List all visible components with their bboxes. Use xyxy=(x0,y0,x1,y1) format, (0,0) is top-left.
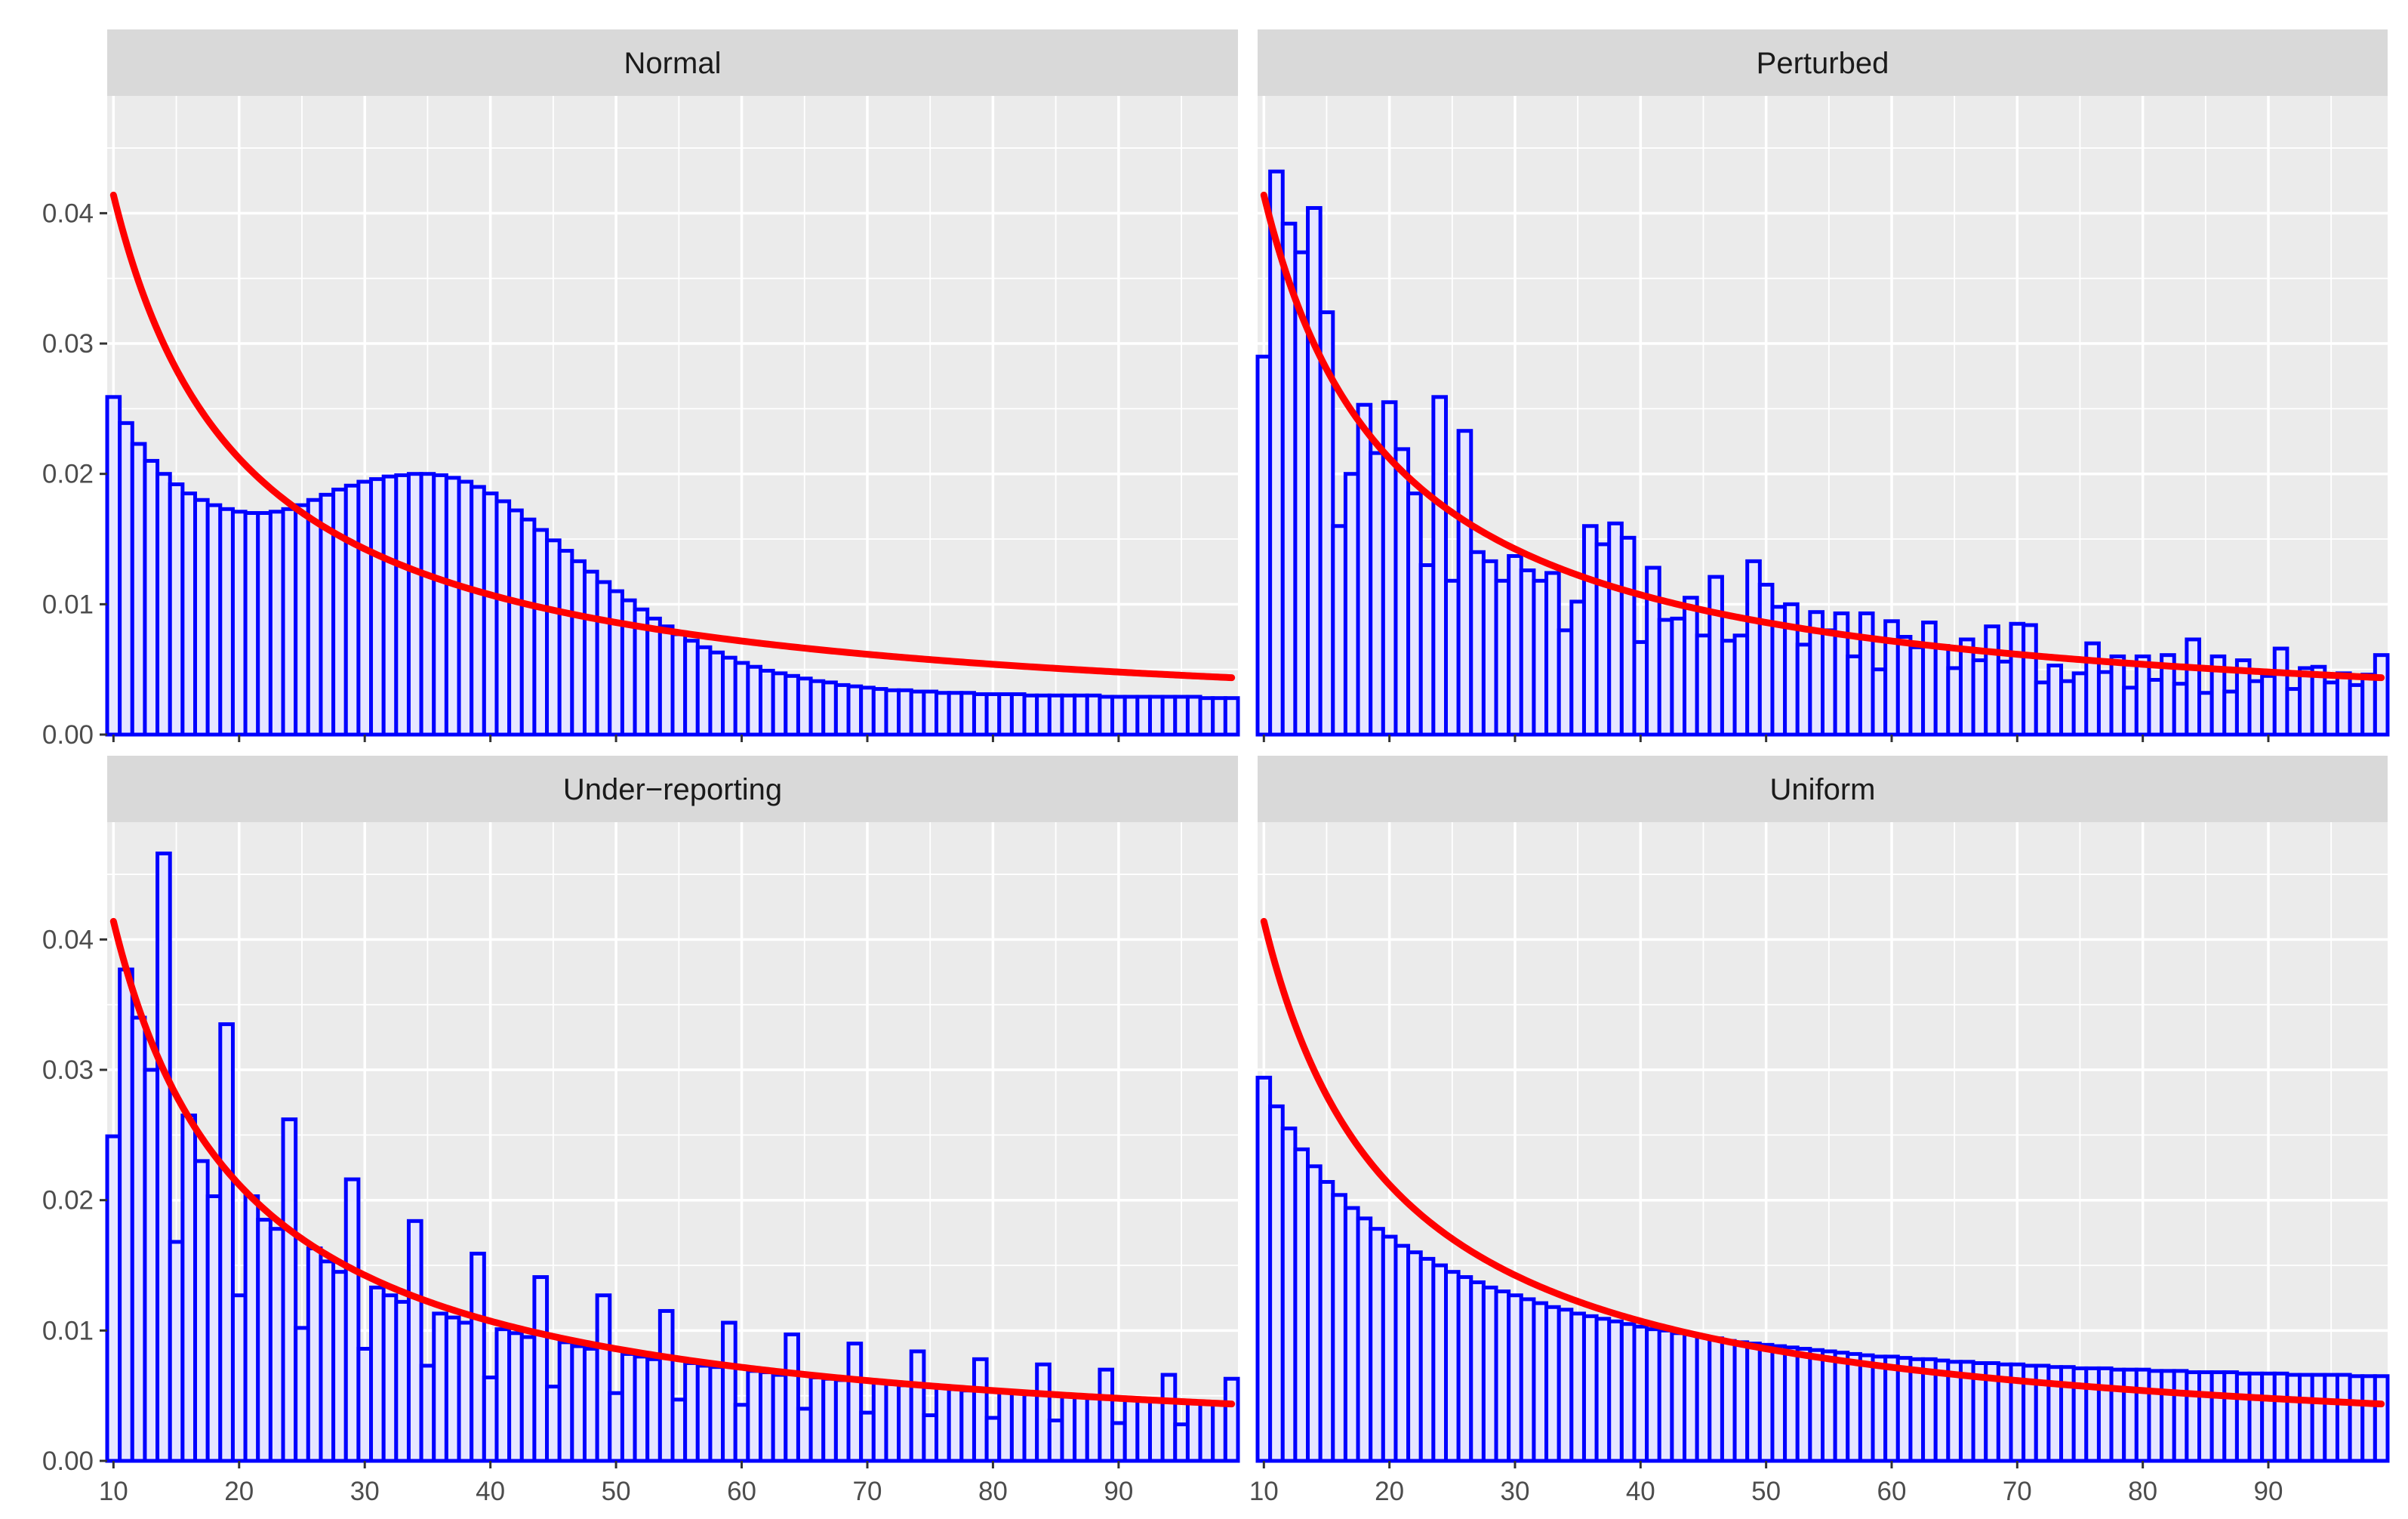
panel-perturbed: Perturbed xyxy=(1255,29,2390,742)
gridlines xyxy=(107,822,1238,1462)
histogram-bar xyxy=(784,1333,800,1463)
histogram-bar xyxy=(532,1275,550,1463)
histogram-bar xyxy=(343,1177,361,1463)
panel-title-perturbed: Perturbed xyxy=(1757,47,1889,80)
x-tick-label: 20 xyxy=(1375,1477,1404,1506)
y-axis: 0.00 0.01 0.02 0.03 0.04 xyxy=(42,925,107,1476)
y-tick-label: 0.02 xyxy=(42,1186,94,1216)
histogram-bar xyxy=(846,1342,864,1463)
histogram-bar xyxy=(156,851,172,1463)
y-tick-label: 0.03 xyxy=(42,1055,94,1085)
histogram-bar xyxy=(1318,310,1335,737)
strip-background xyxy=(1258,29,2388,96)
strip-background xyxy=(1258,756,2388,822)
strip-background xyxy=(107,29,1238,96)
x-tick-label: 90 xyxy=(2254,1477,2283,1506)
y-tick-label: 0.01 xyxy=(42,1316,94,1345)
panel-title-normal: Normal xyxy=(624,47,722,80)
x-axis xyxy=(112,735,1120,742)
histogram-bar xyxy=(1223,1376,1240,1463)
histogram-bar xyxy=(2373,1374,2390,1463)
benford-curve xyxy=(1260,191,2385,682)
histogram-bar xyxy=(470,1251,486,1463)
x-tick-label: 90 xyxy=(1104,1477,1133,1506)
histogram-bars xyxy=(105,851,1240,1463)
histogram-bar xyxy=(2185,637,2202,737)
x-tick-label: 30 xyxy=(350,1477,380,1506)
y-tick-label: 0.03 xyxy=(42,329,94,359)
x-tick-label: 20 xyxy=(224,1477,254,1506)
y-tick-label: 0.01 xyxy=(42,590,94,619)
x-tick-label: 80 xyxy=(978,1477,1008,1506)
x-tick-label: 10 xyxy=(99,1477,128,1506)
histogram-bar xyxy=(721,1320,737,1463)
x-axis: 10 20 30 40 50 60 70 80 90 xyxy=(1249,1461,2283,1506)
benford-curve xyxy=(109,917,1236,1408)
panel-title-under-reporting: Under−reporting xyxy=(563,773,782,806)
panel-normal: Normal 0.00 0.01 0.02 0.03 0.04 xyxy=(42,29,1240,750)
histogram-bar xyxy=(2373,653,2390,737)
x-tick-label: 40 xyxy=(1626,1477,1655,1506)
x-tick-label: 70 xyxy=(2003,1477,2032,1506)
panel-under-reporting: Under−reporting 0.00 0.01 0.02 0.03 0.04 10 2… xyxy=(42,756,1240,1506)
histogram-bar xyxy=(1035,1362,1052,1463)
x-tick-label: 40 xyxy=(476,1477,505,1506)
benford-curve xyxy=(1260,917,2385,1408)
x-tick-label: 50 xyxy=(1751,1477,1781,1506)
benford-curve xyxy=(109,191,1236,682)
histogram-bar xyxy=(657,1308,675,1463)
panel-uniform: Uniform 10 20 30 40 50 60 70 80 90 xyxy=(1249,756,2390,1506)
y-tick-label: 0.00 xyxy=(42,1447,94,1476)
panel-title-uniform: Uniform xyxy=(1769,773,1875,806)
histogram-bar xyxy=(909,1349,926,1463)
histogram-bar xyxy=(1098,1367,1115,1463)
x-tick-label: 80 xyxy=(2128,1477,2157,1506)
x-tick-label: 10 xyxy=(1249,1477,1279,1506)
strip-background xyxy=(107,756,1238,822)
y-axis: 0.00 0.01 0.02 0.03 0.04 xyxy=(42,199,107,750)
y-tick-label: 0.00 xyxy=(42,720,94,750)
x-axis: 10 20 30 40 50 60 70 80 90 xyxy=(99,1461,1133,1506)
histogram-bar xyxy=(972,1357,989,1463)
histogram-bars xyxy=(1255,1075,2390,1463)
y-tick-label: 0.04 xyxy=(42,925,94,954)
x-tick-label: 60 xyxy=(1877,1477,1907,1506)
x-tick-label: 30 xyxy=(1501,1477,1530,1506)
histogram-bar xyxy=(1160,1373,1178,1463)
histogram-bar xyxy=(406,1219,423,1463)
histogram-bar xyxy=(1431,395,1449,737)
y-tick-label: 0.02 xyxy=(42,460,94,489)
histogram-bar xyxy=(595,1293,612,1463)
histogram-bar xyxy=(281,1117,298,1463)
x-tick-label: 60 xyxy=(727,1477,756,1506)
x-tick-label: 70 xyxy=(853,1477,882,1506)
y-tick-label: 0.04 xyxy=(42,199,94,228)
x-tick-label: 50 xyxy=(602,1477,631,1506)
x-axis xyxy=(1262,735,2270,742)
histogram-bar xyxy=(1223,696,1240,737)
histogram-bar xyxy=(218,1022,235,1463)
